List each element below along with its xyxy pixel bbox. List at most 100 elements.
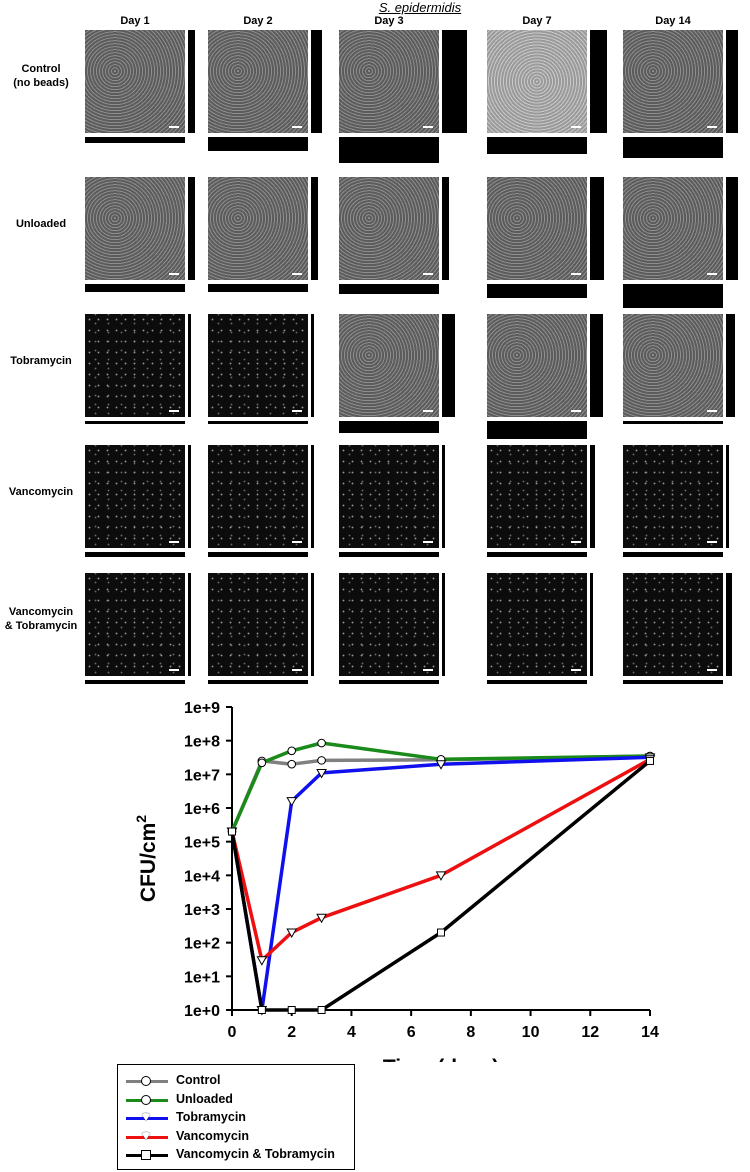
- data-point: [317, 1006, 326, 1014]
- orthogonal-side-view: [589, 573, 593, 676]
- x-tick-label: 2: [287, 1024, 296, 1041]
- orthogonal-side-view: [187, 445, 191, 548]
- orthogonal-side-view: [310, 314, 314, 417]
- biofilm-texture: [339, 314, 439, 417]
- orthogonal-side-view: [310, 177, 318, 280]
- orthogonal-side-view: [725, 445, 729, 548]
- biofilm-texture: [208, 445, 308, 548]
- treatment-label-line1: Vancomycin: [8, 606, 74, 618]
- confocal-image: [85, 445, 185, 548]
- y-tick-label: 1e+7: [184, 767, 220, 784]
- x-axis-title: Time (days): [383, 1056, 499, 1062]
- legend-marker: [141, 1131, 151, 1140]
- biofilm-texture: [85, 445, 185, 548]
- scale-bar: [707, 126, 717, 128]
- biofilm-texture: [85, 177, 185, 280]
- scale-bar: [423, 541, 433, 543]
- scale-bar: [707, 541, 717, 543]
- day-label: Day 3: [374, 15, 404, 27]
- biofilm-texture: [85, 573, 185, 676]
- biofilm-texture: [623, 573, 723, 676]
- data-point: [287, 759, 297, 769]
- data-point: [435, 871, 447, 881]
- figure-title: S. epidermidis: [378, 0, 462, 15]
- day-label: Day 14: [655, 15, 691, 27]
- y-tick-label: 1e+8: [184, 734, 220, 751]
- orthogonal-bottom-view: [623, 679, 723, 684]
- orthogonal-bottom-view: [623, 283, 723, 308]
- orthogonal-bottom-view: [487, 679, 587, 684]
- confocal-image: [339, 314, 439, 417]
- orthogonal-bottom-view: [85, 136, 185, 143]
- biofilm-texture: [339, 30, 439, 133]
- data-point: [437, 928, 445, 937]
- orthogonal-side-view: [441, 177, 449, 280]
- orthogonal-side-view: [725, 30, 738, 133]
- data-point: [286, 797, 298, 807]
- scale-bar: [707, 273, 717, 275]
- scale-bar: [423, 410, 433, 412]
- scale-bar: [571, 541, 581, 543]
- orthogonal-side-view: [187, 30, 195, 133]
- biofilm-texture: [208, 177, 308, 280]
- y-tick-label: 1e+4: [184, 868, 220, 885]
- data-point: [316, 913, 327, 924]
- scale-bar: [571, 126, 581, 128]
- day-label: Day 2: [243, 15, 273, 27]
- confocal-image: [85, 30, 185, 133]
- orthogonal-bottom-view: [623, 136, 723, 158]
- scale-bar: [169, 669, 179, 671]
- legend-label: Tobramycin: [176, 1110, 246, 1124]
- orthogonal-side-view: [725, 314, 735, 417]
- confocal-image: [85, 573, 185, 676]
- cfu-line-chart: 1e+0 1e+1 1e+2 1e+3 1e+4 1e+5 1e+6 1e+7 1e+8 1e+9…: [133, 700, 659, 1062]
- confocal-image: [85, 177, 185, 280]
- orthogonal-side-view: [725, 573, 732, 676]
- biofilm-texture: [339, 445, 439, 548]
- orthogonal-bottom-view: [339, 283, 439, 294]
- confocal-image: [339, 445, 439, 548]
- biofilm-texture: [487, 177, 587, 280]
- legend-label: Vancomycin: [176, 1128, 249, 1143]
- confocal-image: [208, 314, 308, 417]
- confocal-image: [487, 445, 587, 548]
- orthogonal-side-view: [441, 573, 445, 676]
- y-tick-label: 1e+0: [184, 1003, 220, 1020]
- treatment-label-line1: Control: [21, 63, 61, 75]
- biofilm-texture: [487, 445, 587, 548]
- orthogonal-side-view: [589, 314, 603, 417]
- confocal-image: [623, 445, 723, 548]
- orthogonal-side-view: [310, 30, 322, 133]
- data-point: [256, 956, 268, 966]
- orthogonal-bottom-view: [487, 551, 587, 557]
- orthogonal-bottom-view: [487, 136, 587, 154]
- orthogonal-bottom-view: [208, 679, 308, 684]
- day-label: Day 1: [120, 15, 150, 27]
- biofilm-texture: [208, 30, 308, 133]
- scale-bar: [292, 410, 302, 412]
- y-axis-title-superscript: 2: [133, 815, 149, 823]
- scale-bar: [423, 273, 433, 275]
- x-tick-label: 10: [522, 1024, 540, 1041]
- chart-legend: Control Unloaded Tobramycin Vancomycin Vanco…: [117, 1064, 355, 1170]
- confocal-image: [339, 30, 439, 133]
- data-point: [435, 760, 447, 770]
- biofilm-texture: [85, 30, 185, 133]
- y-tick-label: 1e+6: [184, 801, 220, 818]
- orthogonal-bottom-view: [487, 283, 587, 298]
- treatment-label-line1: Vancomycin: [8, 486, 74, 498]
- confocal-image: [208, 177, 308, 280]
- confocal-image: [487, 177, 587, 280]
- orthogonal-bottom-view: [85, 420, 185, 424]
- scale-bar: [292, 273, 302, 275]
- x-tick-label: 6: [407, 1024, 416, 1041]
- y-axis-title: CFU/cm2: [133, 815, 160, 902]
- biofilm-texture: [339, 573, 439, 676]
- scale-bar: [292, 669, 302, 671]
- orthogonal-bottom-view: [339, 551, 439, 557]
- confocal-image: [339, 177, 439, 280]
- legend-marker: [141, 1076, 151, 1086]
- scale-bar: [169, 126, 179, 128]
- orthogonal-side-view: [310, 445, 314, 548]
- orthogonal-bottom-view: [339, 136, 439, 163]
